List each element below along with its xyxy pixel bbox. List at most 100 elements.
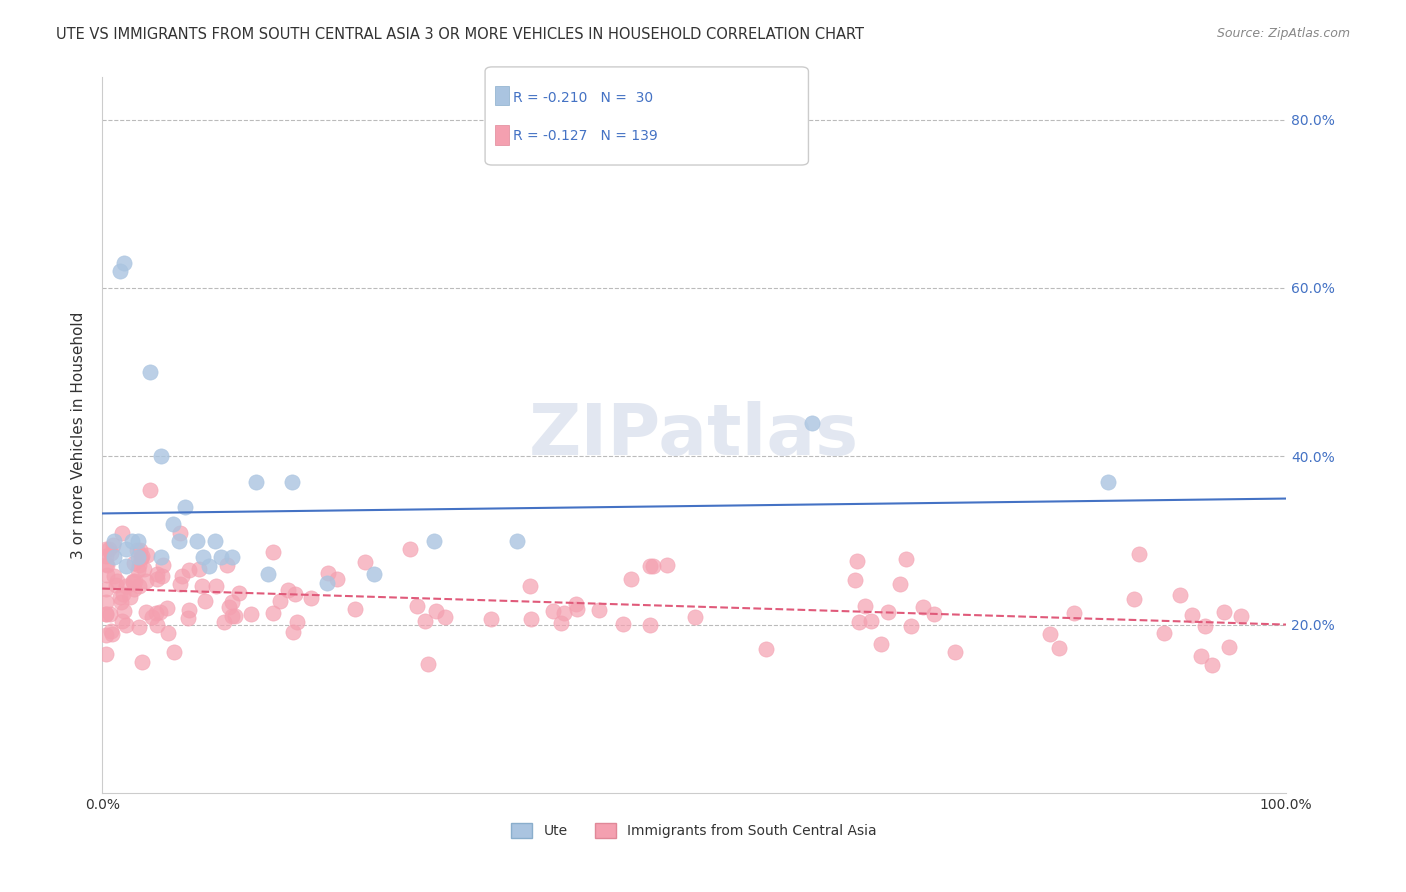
Point xyxy=(121,574,143,588)
Point xyxy=(565,597,588,611)
Point xyxy=(425,605,447,619)
Point xyxy=(177,603,200,617)
Point xyxy=(145,606,167,620)
Point xyxy=(94,558,117,572)
Point xyxy=(316,575,339,590)
Point xyxy=(1201,658,1223,673)
Point xyxy=(101,626,124,640)
Point xyxy=(1181,607,1204,622)
Point xyxy=(281,625,304,640)
Point xyxy=(363,567,385,582)
Point xyxy=(108,264,131,278)
Point xyxy=(1168,588,1191,602)
Point xyxy=(269,594,291,608)
Point xyxy=(170,568,193,582)
Point xyxy=(299,591,322,605)
Point xyxy=(1218,640,1240,654)
Point xyxy=(94,541,117,556)
Point xyxy=(1122,591,1144,606)
Point xyxy=(1097,475,1119,489)
Point xyxy=(156,601,179,615)
Point xyxy=(146,567,169,582)
Text: R = -0.127   N = 139: R = -0.127 N = 139 xyxy=(513,129,658,144)
Point xyxy=(1194,619,1216,633)
Point xyxy=(167,533,190,548)
Point xyxy=(588,603,610,617)
Point xyxy=(174,500,197,514)
Point xyxy=(94,582,117,596)
Point xyxy=(638,558,661,573)
Point xyxy=(326,573,349,587)
Point xyxy=(132,562,155,576)
Point xyxy=(100,624,122,638)
Point xyxy=(316,566,339,581)
Point xyxy=(111,614,134,628)
Point xyxy=(877,606,900,620)
Point xyxy=(262,607,284,621)
Point xyxy=(900,619,922,633)
Point xyxy=(94,607,117,622)
Point xyxy=(96,558,118,572)
Point xyxy=(98,541,121,556)
Point xyxy=(157,626,180,640)
Point xyxy=(1229,609,1251,624)
Point xyxy=(194,594,217,608)
Point xyxy=(111,526,134,541)
Point xyxy=(204,579,226,593)
Point xyxy=(103,550,125,565)
Point xyxy=(1189,649,1212,664)
Point xyxy=(505,533,527,548)
Point xyxy=(121,533,143,548)
Point xyxy=(101,538,124,552)
Point xyxy=(110,595,132,609)
Point xyxy=(191,579,214,593)
Point xyxy=(124,582,146,596)
Point xyxy=(94,647,117,661)
Point xyxy=(1039,627,1062,641)
Point xyxy=(406,599,429,613)
Point xyxy=(150,569,173,583)
Point xyxy=(638,618,661,632)
Point xyxy=(204,533,226,548)
Point xyxy=(149,605,172,619)
Point xyxy=(94,595,117,609)
Point xyxy=(141,610,163,624)
Point xyxy=(177,563,200,577)
Point xyxy=(221,594,243,608)
Point xyxy=(169,577,191,591)
Point xyxy=(146,618,169,632)
Point xyxy=(620,572,643,586)
Text: Source: ZipAtlas.com: Source: ZipAtlas.com xyxy=(1216,27,1350,40)
Point xyxy=(112,256,135,270)
Point xyxy=(643,559,665,574)
Point xyxy=(685,609,707,624)
Point xyxy=(122,575,145,590)
Point xyxy=(612,616,634,631)
Point xyxy=(125,543,148,558)
Point xyxy=(103,533,125,548)
Point xyxy=(869,637,891,651)
Point xyxy=(131,655,153,669)
Point xyxy=(354,555,377,569)
Point xyxy=(128,558,150,573)
Point xyxy=(228,586,250,600)
Point xyxy=(127,563,149,577)
Point xyxy=(848,615,870,629)
Point xyxy=(1128,547,1150,561)
Point xyxy=(215,558,238,573)
Point xyxy=(146,572,169,586)
Point xyxy=(853,599,876,613)
Point xyxy=(169,526,191,541)
Text: ZIPatlas: ZIPatlas xyxy=(529,401,859,470)
Point xyxy=(655,558,678,572)
Point xyxy=(239,607,262,621)
Point xyxy=(103,569,125,583)
Point xyxy=(943,644,966,658)
Point xyxy=(150,550,173,565)
Point xyxy=(1047,641,1070,656)
Point xyxy=(221,609,243,624)
Point xyxy=(262,545,284,559)
Point xyxy=(398,542,420,557)
Point xyxy=(135,574,157,589)
Point xyxy=(844,573,866,587)
